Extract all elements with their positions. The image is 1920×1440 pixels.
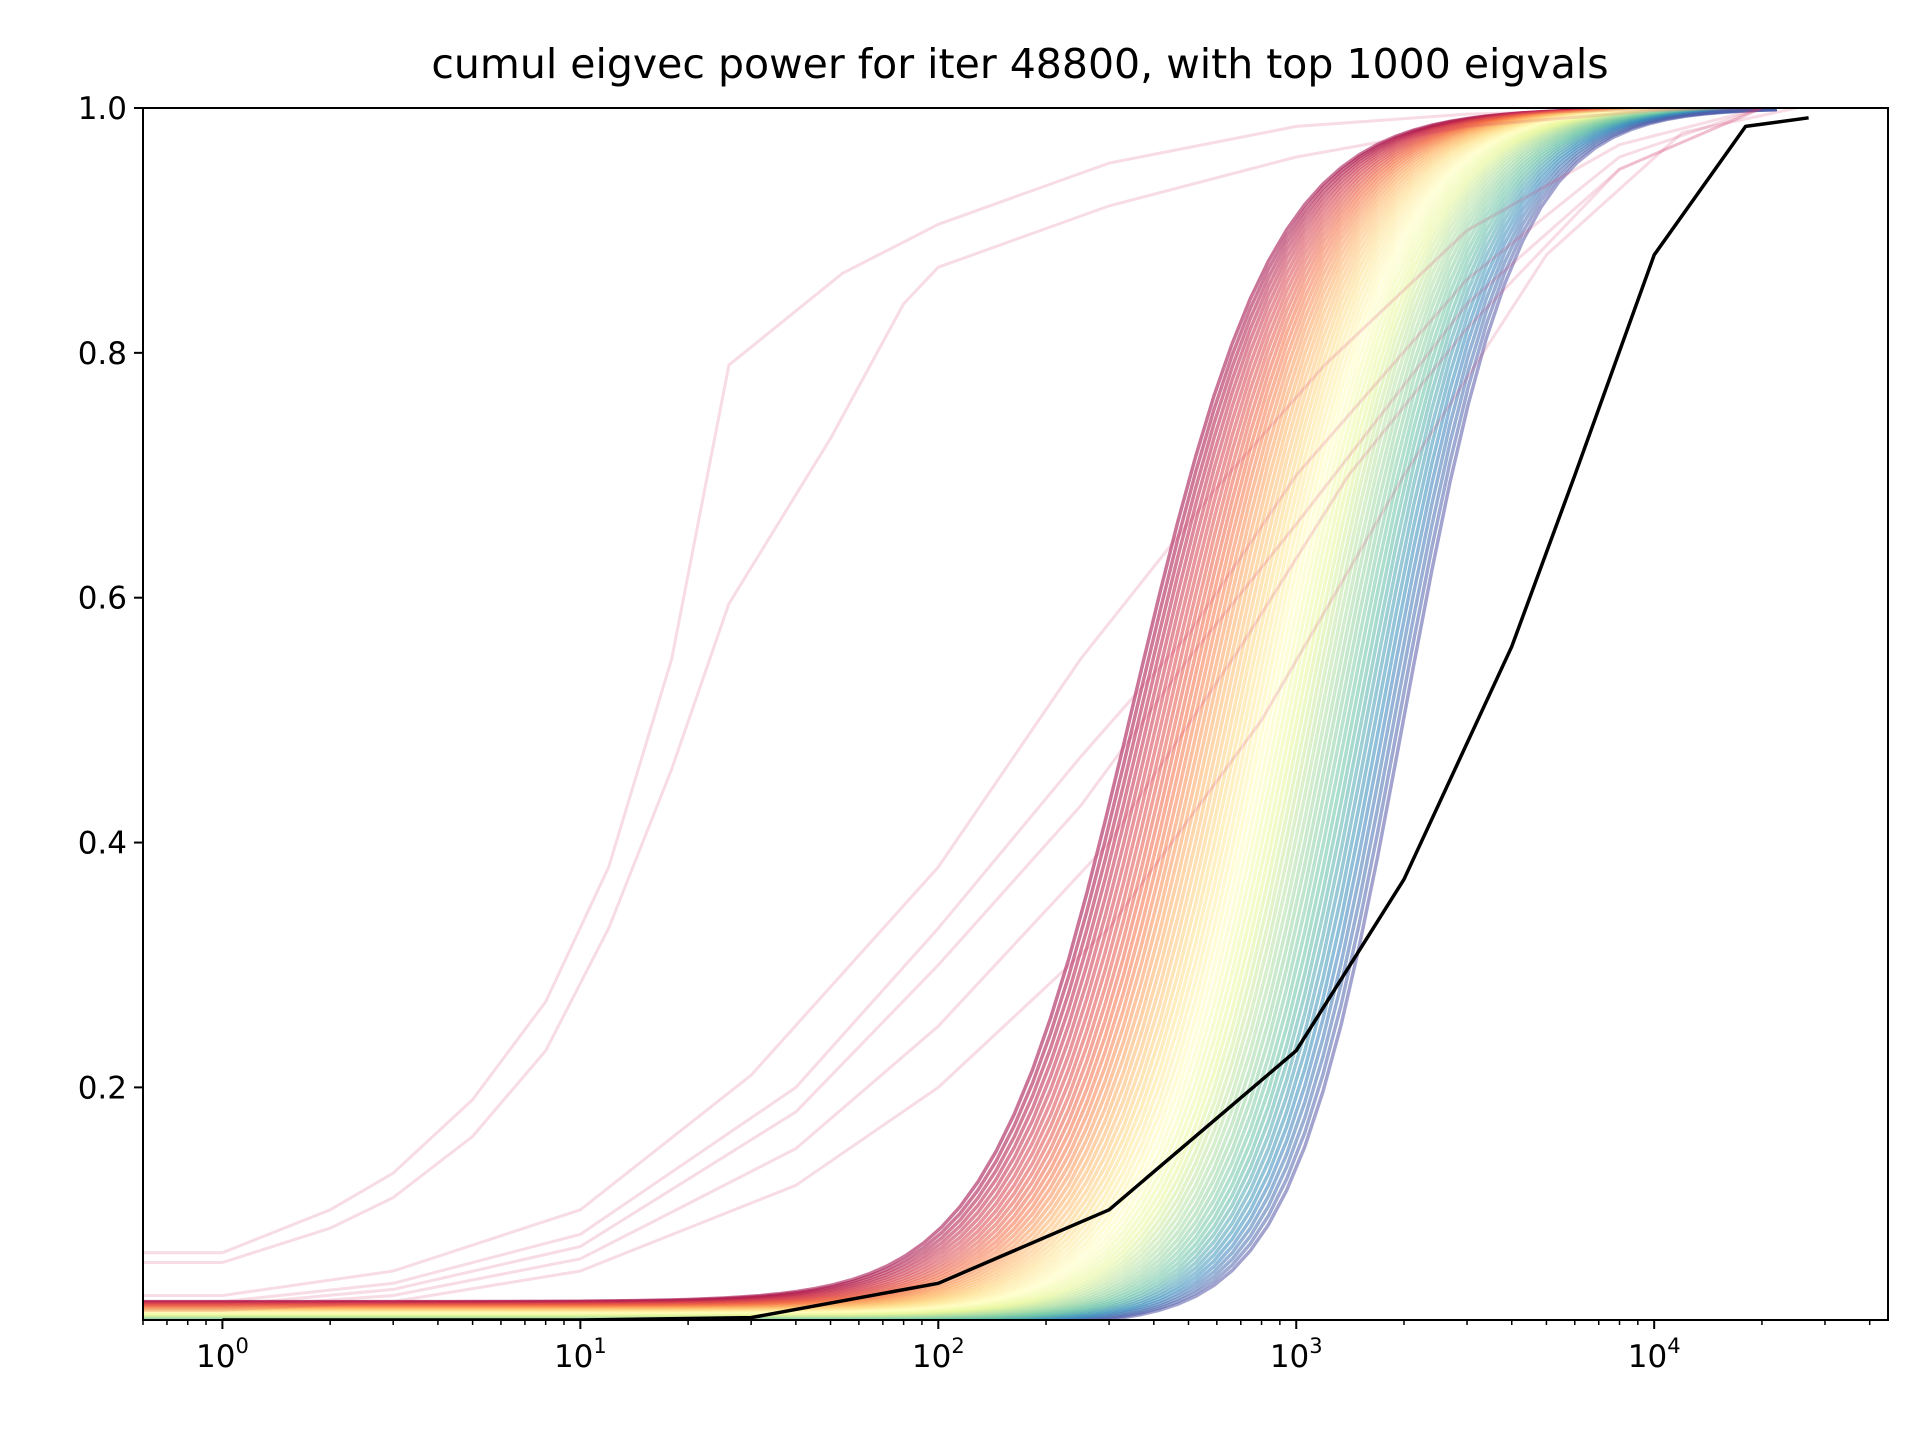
x-tick-label: 102: [912, 1334, 965, 1375]
outlier-line: [143, 108, 1762, 1264]
bundle-line: [983, 108, 1777, 1320]
outlier-line: [143, 108, 1797, 1312]
x-tick-label: 104: [1628, 1334, 1681, 1375]
outlier-line: [143, 108, 1763, 1310]
y-tick-label: 0.2: [78, 1070, 127, 1106]
y-tick-label: 0.8: [78, 336, 127, 372]
outlier-line: [143, 108, 1763, 1304]
bundle-line: [1002, 108, 1777, 1320]
axes: 0.2 0.4 0.6 0.8 1.0 100 101 102 103 104: [78, 91, 1871, 1375]
x-tick-label: 103: [1270, 1334, 1323, 1375]
bundle-line: [1086, 108, 1777, 1320]
outlier-line: [143, 108, 1763, 1297]
bundle-line: [1049, 108, 1777, 1320]
x-tick-label: 100: [196, 1334, 249, 1375]
bundle-line: [860, 108, 1777, 1320]
y-tick-label: 1.0: [78, 91, 127, 127]
curve-bundle: [143, 108, 1777, 1320]
y-tick-label: 0.6: [78, 581, 127, 617]
reference-line: [222, 116, 1809, 1320]
bundle-line: [143, 108, 1777, 1320]
plot-frame: [142, 107, 1889, 1321]
bundle-line: [1019, 108, 1777, 1320]
bundle-line: [1061, 108, 1777, 1320]
chart-title: cumul eigvec power for iter 48800, with …: [431, 40, 1608, 88]
series-lines: [143, 108, 1809, 1320]
bundle-line: [956, 108, 1777, 1320]
x-tick-label: 101: [554, 1334, 607, 1375]
outlier-line: [143, 108, 1763, 1307]
bundle-line: [919, 108, 1777, 1320]
bundle-line: [1035, 108, 1777, 1320]
outlier-line: [143, 108, 1762, 1255]
plot-area: [143, 108, 1888, 1320]
y-tick-label: 0.4: [78, 826, 127, 862]
bundle-line: [1073, 108, 1777, 1320]
